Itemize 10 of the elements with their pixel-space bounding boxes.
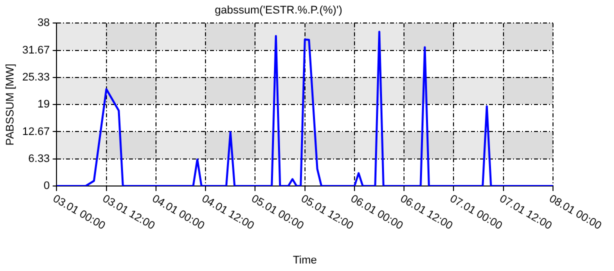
x-axis-title: Time [292,254,317,266]
y-tick-label: 25.33 [22,72,50,84]
y-tick-label: 0 [44,180,50,192]
y-tick-label: 19 [37,98,50,111]
y-tick-label: 31.67 [22,44,50,56]
chart-title: gabssum('ESTR.%.P.(%)') [214,4,342,17]
y-tick-label: 38 [37,17,50,30]
y-tick-label: 12.67 [22,126,50,138]
y-axis-title: PABSSUM [MW] [4,64,17,146]
y-tick-label: 6.33 [28,152,50,165]
